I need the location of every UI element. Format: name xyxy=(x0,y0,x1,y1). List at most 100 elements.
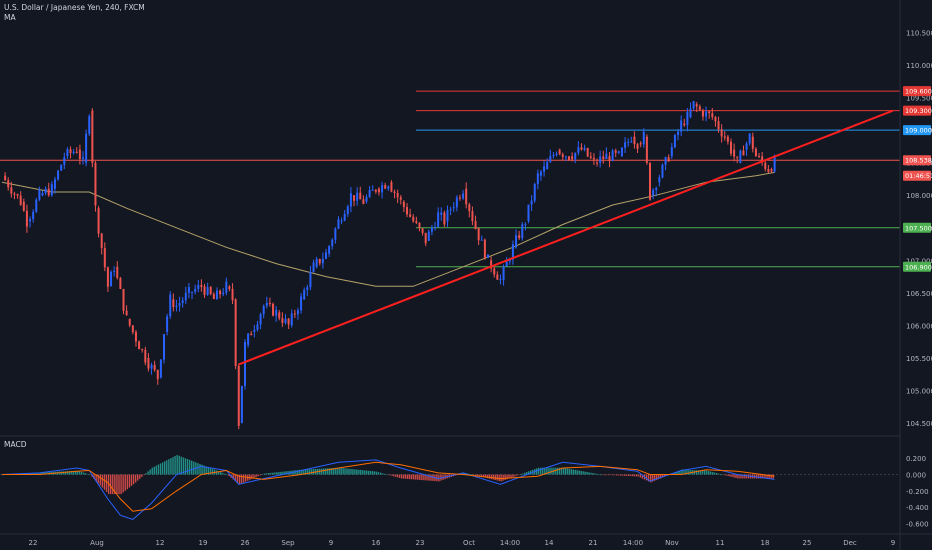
macd-histogram-bar xyxy=(344,468,346,475)
macd-histogram-bar xyxy=(95,474,97,482)
macd-tick-label: 0.000 xyxy=(906,472,926,480)
time-tick-label: 19 xyxy=(199,539,208,547)
macd-histogram-bar xyxy=(99,474,102,486)
macd-histogram-bar xyxy=(424,474,426,481)
macd-histogram-bar xyxy=(147,471,149,475)
ma-legend[interactable]: MA xyxy=(4,13,16,22)
candle-body xyxy=(605,153,608,160)
candle-body xyxy=(175,305,178,308)
macd-histogram-bar xyxy=(257,474,259,477)
macd-histogram-bar xyxy=(382,473,384,475)
macd-histogram-bar xyxy=(151,467,153,475)
price-tag-label: 109.600 xyxy=(905,88,932,96)
time-tick-label: 26 xyxy=(241,539,250,547)
macd-histogram-bar xyxy=(701,470,704,475)
macd-histogram-bar xyxy=(305,469,307,475)
trendline[interactable] xyxy=(238,109,894,366)
macd-histogram-bar xyxy=(426,474,428,481)
candle-body xyxy=(215,290,218,300)
candle-body xyxy=(468,204,471,212)
time-tick-label: 9 xyxy=(891,539,895,547)
candle-body xyxy=(200,285,203,287)
macd-histogram-bar xyxy=(572,469,575,475)
candle-body xyxy=(368,189,371,197)
macd-histogram-bar xyxy=(733,474,735,478)
candle-body xyxy=(502,266,505,280)
macd-histogram-bar xyxy=(251,474,253,479)
macd-histogram-bar xyxy=(770,474,772,479)
macd-histogram-bar xyxy=(126,474,129,490)
macd-histogram-bar xyxy=(653,474,656,481)
candle-body xyxy=(259,314,262,325)
macd-histogram-bar xyxy=(141,474,143,477)
macd-legend[interactable]: MACD xyxy=(4,440,27,449)
macd-histogram-bar xyxy=(598,474,600,475)
macd-histogram-bar xyxy=(727,474,729,477)
macd-histogram-bar xyxy=(350,468,352,475)
macd-histogram-bar xyxy=(371,471,374,475)
macd-histogram-bar xyxy=(356,469,358,475)
macd-histogram-bar xyxy=(402,474,405,479)
macd-histogram-bar xyxy=(657,474,660,480)
macd-histogram-bar xyxy=(105,474,108,492)
macd-histogram-bar xyxy=(236,474,239,483)
candle-body xyxy=(764,162,767,170)
candle-body xyxy=(119,277,122,289)
symbol-title[interactable]: U.S. Dollar / Japanese Yen, 240, FXCM xyxy=(4,3,145,12)
ma-line xyxy=(1,171,775,287)
macd-histogram-bar xyxy=(488,474,491,479)
candle-body xyxy=(480,239,483,241)
macd-histogram-bar xyxy=(373,471,376,475)
candle-body xyxy=(670,147,673,157)
macd-histogram-bar xyxy=(43,472,45,475)
macd-line xyxy=(1,459,775,520)
price-tag xyxy=(903,170,931,181)
trendline-line[interactable] xyxy=(238,109,894,366)
macd-histogram-bar xyxy=(741,474,743,479)
time-tick-label: 22 xyxy=(29,539,38,547)
macd-histogram-bar xyxy=(416,474,418,480)
candle-body xyxy=(359,192,362,200)
macd-histogram-bar xyxy=(683,469,685,475)
macd-histogram-bar xyxy=(699,470,702,475)
macd-histogram-bar xyxy=(72,470,75,475)
macd-histogram-bar xyxy=(689,469,691,475)
candle-body xyxy=(194,288,197,292)
macd-histogram-bar xyxy=(41,472,43,475)
candle-body xyxy=(187,287,190,293)
candle-body xyxy=(633,136,636,145)
macd-histogram-bar xyxy=(621,474,624,476)
price-tag xyxy=(903,222,931,233)
price-tag-label: 109.000 xyxy=(905,127,932,135)
time-tick-label: 18 xyxy=(761,539,770,547)
macd-histogram-bar xyxy=(637,474,639,477)
candle-body xyxy=(343,214,346,221)
candle-body xyxy=(508,259,511,262)
candle-body xyxy=(191,291,194,293)
candle-body xyxy=(306,287,309,290)
macd-histogram-bar xyxy=(324,468,327,475)
candle-body xyxy=(377,188,380,193)
macd-histogram-bar xyxy=(472,474,475,476)
time-axis[interactable]: 22 Aug 12 19 26 Sep 9 16 23 Oct 14:00 14 21 14:00 Nov 1… xyxy=(29,539,896,547)
candle-body xyxy=(159,359,162,378)
candle-body xyxy=(427,231,430,241)
candle-body xyxy=(521,224,524,239)
candle-body xyxy=(402,201,405,208)
candle-body xyxy=(166,316,169,332)
candle-body xyxy=(639,143,642,145)
candle-body xyxy=(328,246,331,254)
macd-histogram-bar xyxy=(31,472,33,475)
macd-histogram-bar xyxy=(476,474,479,476)
macd-histogram-bar xyxy=(663,474,666,477)
macd-histogram-bar xyxy=(697,470,700,475)
macd-histogram-bar xyxy=(64,471,67,475)
candle-body xyxy=(16,194,19,196)
candle-body xyxy=(726,136,729,142)
candle-body xyxy=(406,207,408,215)
candle-body xyxy=(293,313,296,315)
candle-body xyxy=(477,227,480,241)
macd-histogram-bar xyxy=(83,472,85,475)
candle-body xyxy=(636,144,639,149)
